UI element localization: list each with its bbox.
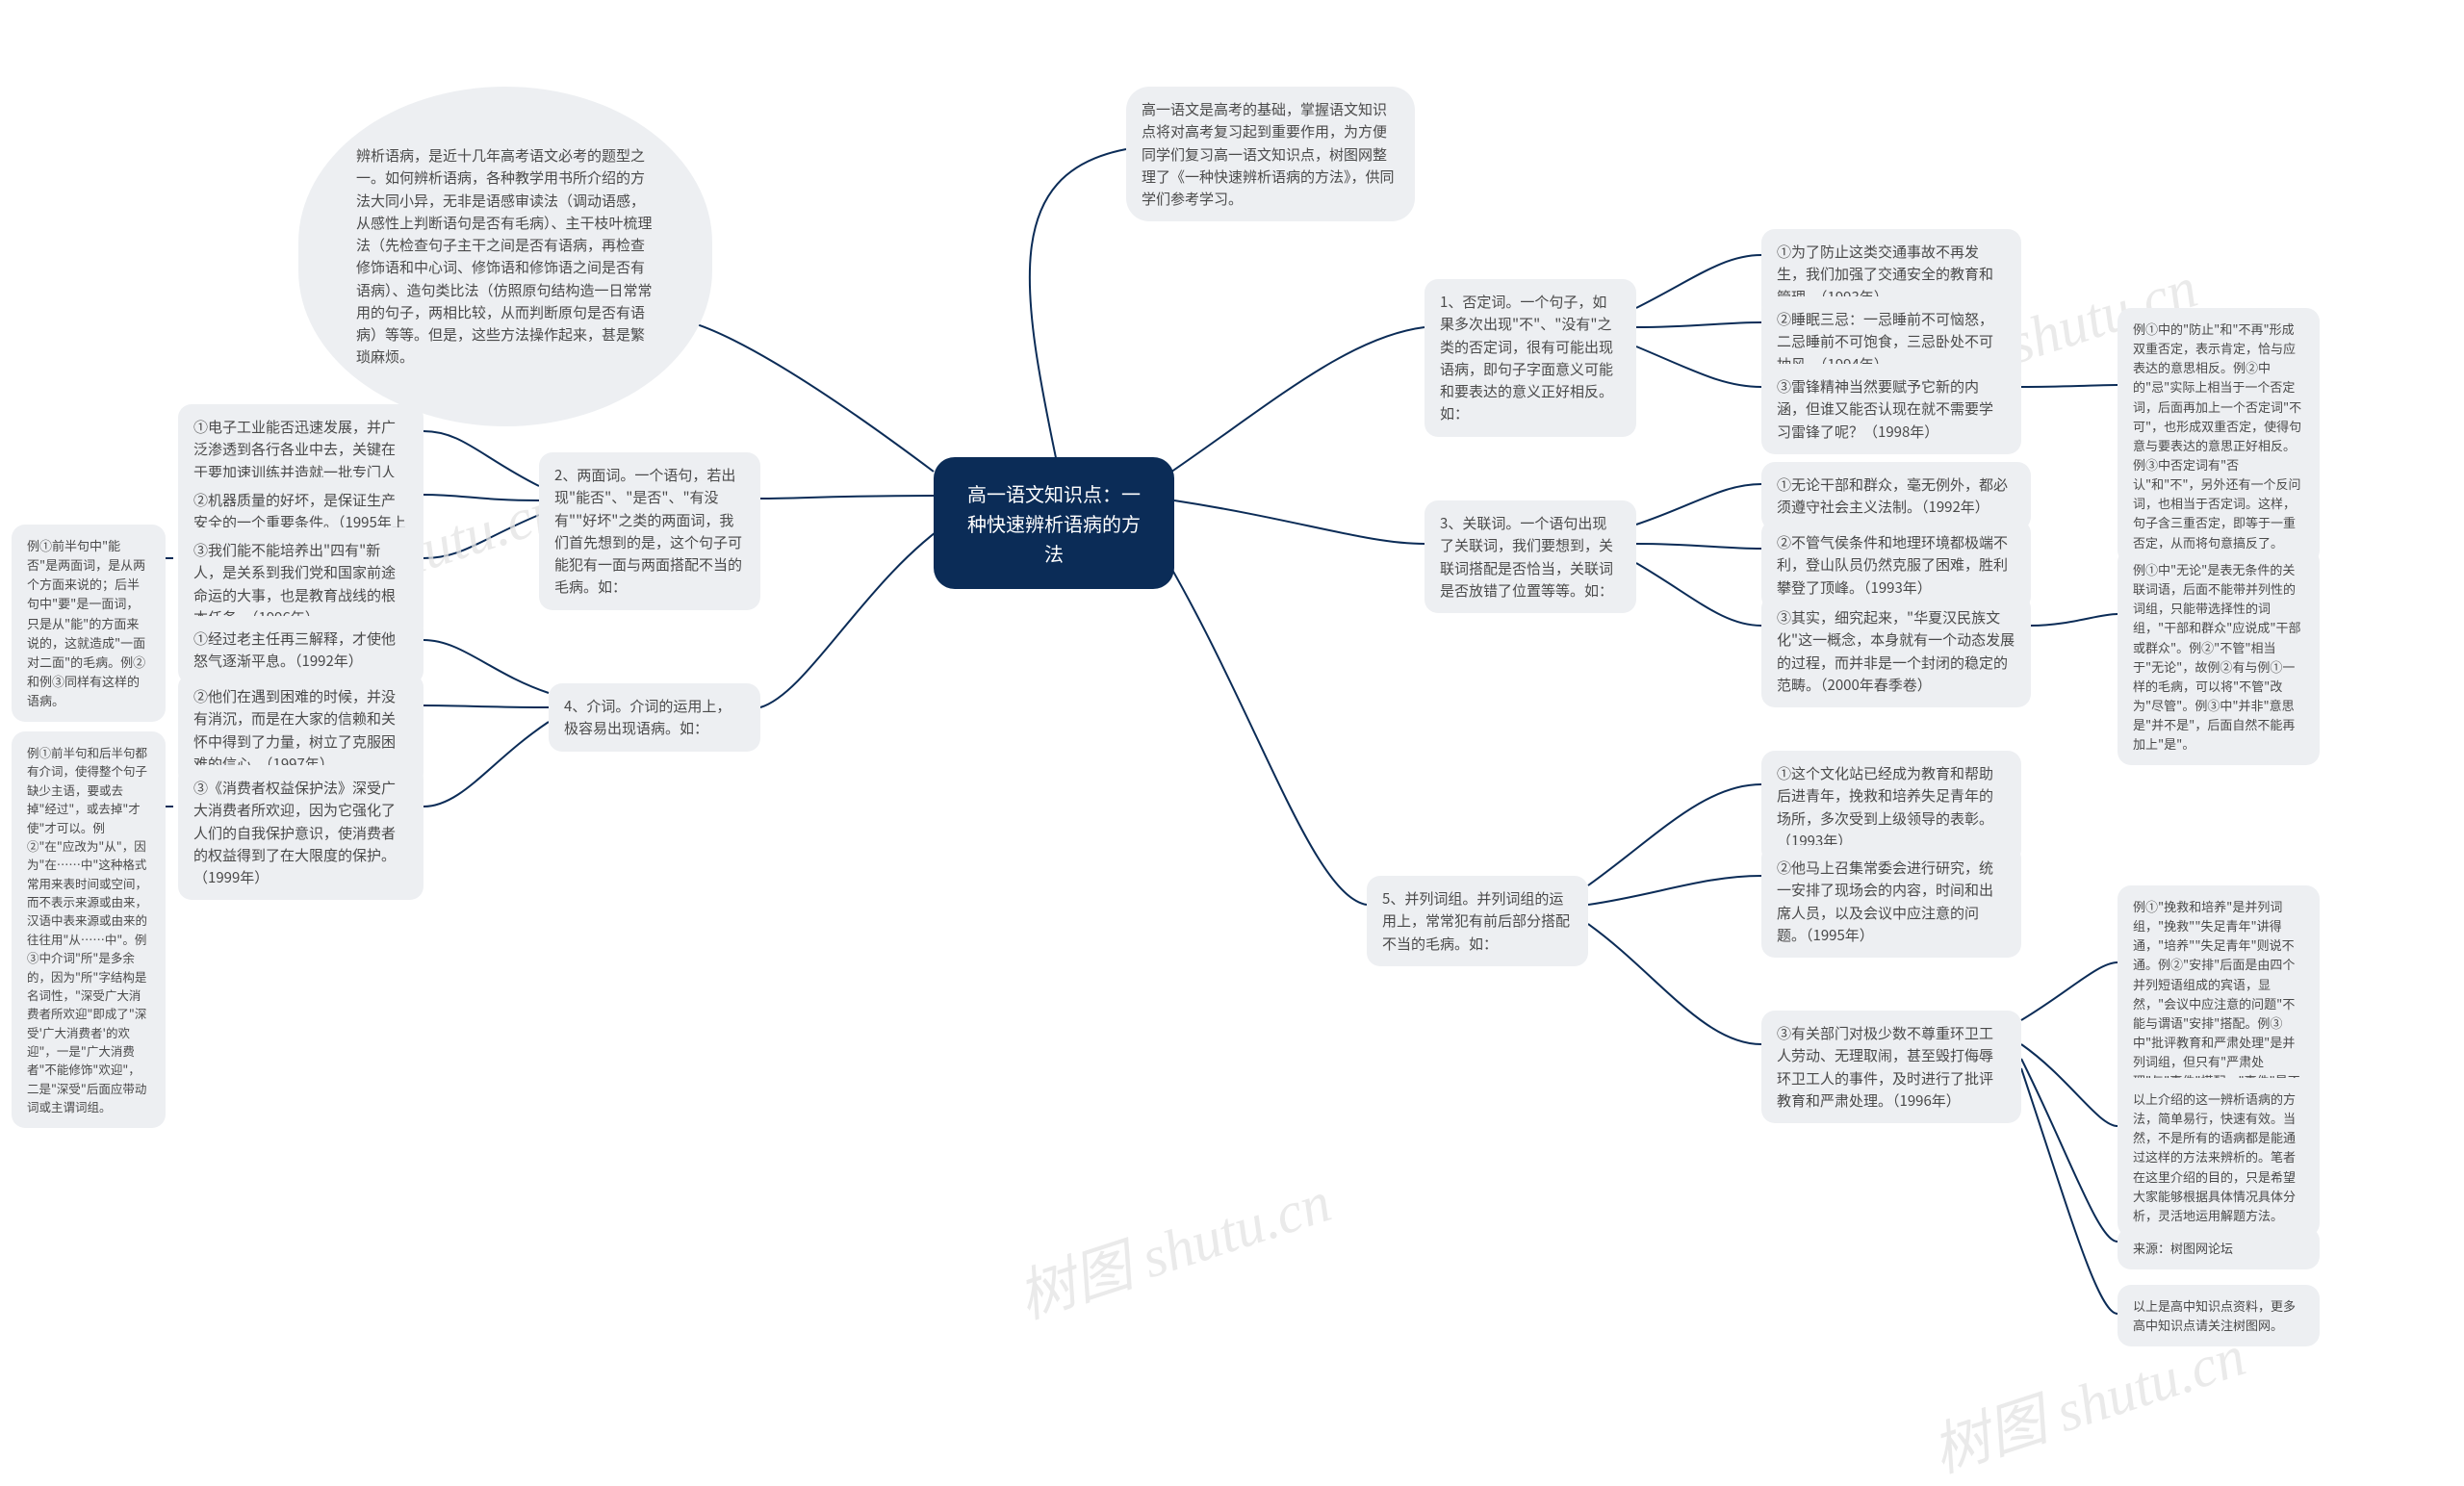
branch3-note: 例①中"无论"是表无条件的关联词语，后面不能带并列性的词组，只能带选择性的词组，… <box>2118 549 2320 765</box>
branch3-ex2-text: ②不管气侯条件和地理环境都极端不利，登山队员仍然克服了困难，胜利攀登了顶峰。（1… <box>1777 532 2008 598</box>
branch4-note: 例①前半句和后半句都有介词，使得整个句子缺少主语，要或去掉"经过"，或去掉"才使… <box>12 731 166 1128</box>
branch3-title: 3、关联词。一个语句出现了关联词，我们要想到，关联词搭配是否恰当，关联词是否放错… <box>1424 500 1636 613</box>
branch3-note-text: 例①中"无论"是表无条件的关联词语，后面不能带并列性的词组，只能带选择性的词组，… <box>2133 560 2301 753</box>
branch1-note: 例①中的"防止"和"不再"形成双重否定，表示肯定，恰与应表达的意思相反。例②中的… <box>2118 308 2320 564</box>
branch2-ex3-text: ③我们能不能培养出"四有"新人，是关系到我们党和国家前途命运的大事，也是教育战线… <box>193 540 396 628</box>
branch1-ex3: ③雷锋精神当然要赋予它新的内涵，但谁又能否认现在就不需要学习雷锋了呢？（1998… <box>1761 364 2021 454</box>
branch3-ex3-text: ③其实，细究起来，"华夏汉民族文化"这一概念，本身就有一个动态发展的过程，而并非… <box>1777 607 2015 695</box>
branch1-note-text: 例①中的"防止"和"不再"形成双重否定，表示肯定，恰与应表达的意思相反。例②中的… <box>2133 320 2301 551</box>
branch5-ex3: ③有关部门对极少数不尊重环卫工人劳动、无理取闹，甚至毁打侮辱环卫工人的事件，及时… <box>1761 1011 2021 1123</box>
mindmap-canvas: 树图 shutu.cn 树图 shutu.cn 树图 shutu.cn 树图 s… <box>0 0 2464 1486</box>
branch1-title: 1、否定词。一个句子，如果多次出现"不"、"没有"之类的否定词，很有可能出现语病… <box>1424 279 1636 437</box>
branch5-summary: 以上介绍的这一辨析语病的方法，简单易行，快速有效。当然，不是所有的语病都是能通过… <box>2118 1078 2320 1237</box>
branch4-ex2-text: ②他们在遇到困难的时候，并没有消沉，而是在大家的信赖和关怀中得到了力量，树立了克… <box>193 686 396 774</box>
branch5-footer-text: 以上是高中知识点资料，更多高中知识点请关注树图网。 <box>2133 1296 2296 1334</box>
branch5-title: 5、并列词组。并列词组的运用上，常常犯有前后部分搭配不当的毛病。如： <box>1367 876 1588 966</box>
center-node: 高一语文知识点：一种快速辨析语病的方法 <box>934 457 1174 589</box>
branch3-ex3: ③其实，细究起来，"华夏汉民族文化"这一概念，本身就有一个动态发展的过程，而并非… <box>1761 595 2031 707</box>
branch4-title-text: 4、介词。介词的运用上，极容易出现语病。如： <box>564 696 731 738</box>
branch4-note-text: 例①前半句和后半句都有介词，使得整个句子缺少主语，要或去掉"经过"，或去掉"才使… <box>27 743 147 1115</box>
branch5-ex2: ②他马上召集常委会进行研究，统一安排了现场会的内容，时间和出席人员，以及会议中应… <box>1761 845 2021 958</box>
intro-node: 高一语文是高考的基础，掌握语文知识点将对高考复习起到重要作用，为方便同学们复习高… <box>1126 87 1415 221</box>
branch1-title-text: 1、否定词。一个句子，如果多次出现"不"、"没有"之类的否定词，很有可能出现语病… <box>1440 292 1613 423</box>
watermark: 树图 shutu.cn <box>1006 1155 1340 1335</box>
center-title: 高一语文知识点：一种快速辨析语病的方法 <box>967 479 1141 567</box>
branch5-ex2-text: ②他马上召集常委会进行研究，统一安排了现场会的内容，时间和出席人员，以及会议中应… <box>1777 858 1993 945</box>
branch4-ex3: ③《消费者权益保护法》深受广大消费者所欢迎，因为它强化了人们的自我保护意识，使消… <box>178 765 424 900</box>
left-overview-text: 辨析语病，是近十几年高考语文必考的题型之一。如何辨析语病，各种教学用书所介绍的方… <box>356 145 653 367</box>
branch4-ex3-text: ③《消费者权益保护法》深受广大消费者所欢迎，因为它强化了人们的自我保护意识，使消… <box>193 778 396 887</box>
branch5-ex3-text: ③有关部门对极少数不尊重环卫工人劳动、无理取闹，甚至毁打侮辱环卫工人的事件，及时… <box>1777 1023 1993 1111</box>
branch5-title-text: 5、并列词组。并列词组的运用上，常常犯有前后部分搭配不当的毛病。如： <box>1382 888 1570 954</box>
branch3-title-text: 3、关联词。一个语句出现了关联词，我们要想到，关联词搭配是否恰当，关联词是否放错… <box>1440 513 1613 601</box>
branch4-ex1-text: ①经过老主任再三解释，才使他怒气逐渐平息。（1992年） <box>193 628 396 671</box>
branch2-title-text: 2、两面词。一个语句，若出现"能否"、"是否"、"有没有""好坏"之类的两面词，… <box>554 465 742 597</box>
branch2-title: 2、两面词。一个语句，若出现"能否"、"是否"、"有没有""好坏"之类的两面词，… <box>539 452 760 610</box>
left-overview-node: 辨析语病，是近十几年高考语文必考的题型之一。如何辨析语病，各种教学用书所介绍的方… <box>298 87 712 426</box>
branch5-source-text: 来源：树图网论坛 <box>2133 1239 2233 1257</box>
intro-text: 高一语文是高考的基础，掌握语文知识点将对高考复习起到重要作用，为方便同学们复习高… <box>1142 99 1395 209</box>
branch5-footer: 以上是高中知识点资料，更多高中知识点请关注树图网。 <box>2118 1285 2320 1346</box>
branch5-source: 来源：树图网论坛 <box>2118 1227 2320 1269</box>
branch5-ex1-text: ①这个文化站已经成为教育和帮助后进青年，挽救和培养失足青年的场所，多次受到上级领… <box>1777 763 1993 851</box>
branch1-ex3-text: ③雷锋精神当然要赋予它新的内涵，但谁又能否认现在就不需要学习雷锋了呢？（1998… <box>1777 376 1993 442</box>
branch2-note-text: 例①前半句中"能否"是两面词，是从两个方面来说的；后半句中"要"是一面词，只是从… <box>27 536 145 709</box>
branch3-ex1-text: ①无论干部和群众，毫无例外，都必须遵守社会主义法制。（1992年） <box>1777 474 2008 517</box>
branch4-title: 4、介词。介词的运用上，极容易出现语病。如： <box>549 683 760 752</box>
branch2-note: 例①前半句中"能否"是两面词，是从两个方面来说的；后半句中"要"是一面词，只是从… <box>12 525 166 722</box>
branch5-summary-text: 以上介绍的这一辨析语病的方法，简单易行，快速有效。当然，不是所有的语病都是能通过… <box>2133 1089 2296 1224</box>
